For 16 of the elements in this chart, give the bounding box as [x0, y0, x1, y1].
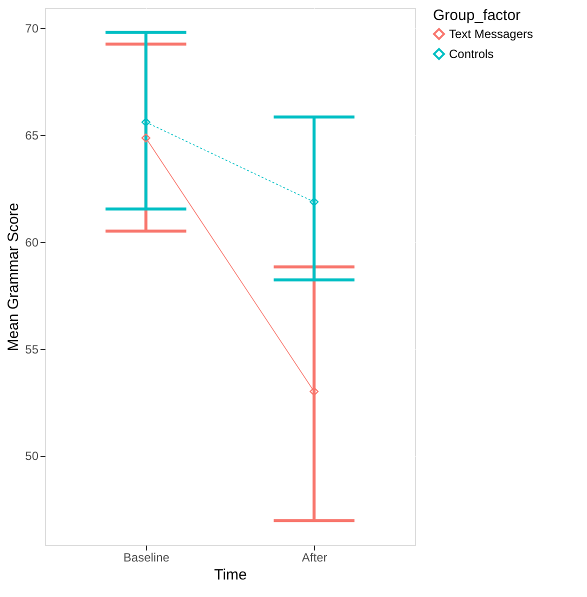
x-tick-label: After	[302, 550, 328, 564]
y-tick-label: 60	[25, 235, 39, 250]
point	[141, 134, 150, 142]
x-tick-label: Baseline	[123, 550, 170, 564]
y-tick-label: 65	[25, 128, 39, 142]
y-tick-label: 70	[25, 22, 39, 36]
legend-label: Text Messagers	[449, 27, 534, 41]
y-axis-title: Mean Grammar Score	[5, 202, 22, 352]
legend-title: Group_factor	[433, 7, 521, 24]
point	[310, 387, 319, 396]
y-tick-label: 55	[25, 342, 39, 356]
x-axis-title: Time	[214, 566, 247, 584]
legend-label: Controls	[449, 47, 494, 61]
y-tick-label: 50	[25, 449, 39, 464]
point	[141, 118, 150, 127]
point	[310, 197, 319, 206]
